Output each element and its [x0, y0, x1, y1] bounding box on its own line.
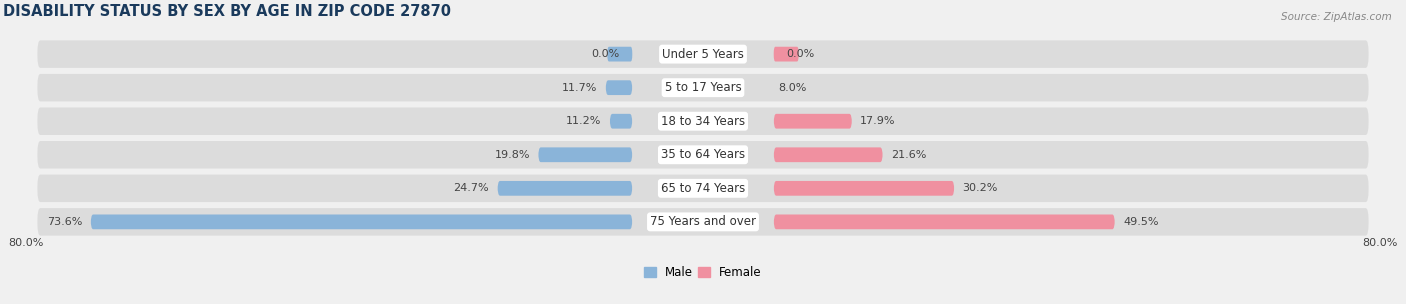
- Text: 65 to 74 Years: 65 to 74 Years: [661, 182, 745, 195]
- FancyBboxPatch shape: [773, 215, 1115, 229]
- FancyBboxPatch shape: [773, 181, 955, 196]
- FancyBboxPatch shape: [773, 114, 852, 129]
- Text: 5 to 17 Years: 5 to 17 Years: [665, 81, 741, 94]
- Text: 73.6%: 73.6%: [46, 217, 83, 227]
- Text: Source: ZipAtlas.com: Source: ZipAtlas.com: [1281, 12, 1392, 22]
- Text: 11.7%: 11.7%: [562, 83, 598, 93]
- Text: 35 to 64 Years: 35 to 64 Years: [661, 148, 745, 161]
- FancyBboxPatch shape: [91, 215, 633, 229]
- FancyBboxPatch shape: [606, 80, 633, 95]
- Text: 11.2%: 11.2%: [567, 116, 602, 126]
- FancyBboxPatch shape: [610, 114, 633, 129]
- Text: Under 5 Years: Under 5 Years: [662, 48, 744, 60]
- FancyBboxPatch shape: [538, 147, 633, 162]
- FancyBboxPatch shape: [38, 141, 1368, 168]
- FancyBboxPatch shape: [38, 74, 1368, 102]
- Text: 0.0%: 0.0%: [786, 49, 814, 59]
- Text: 19.8%: 19.8%: [495, 150, 530, 160]
- Text: 80.0%: 80.0%: [1362, 238, 1398, 248]
- Text: 49.5%: 49.5%: [1123, 217, 1159, 227]
- Text: 75 Years and over: 75 Years and over: [650, 215, 756, 228]
- Text: 17.9%: 17.9%: [860, 116, 896, 126]
- Text: 24.7%: 24.7%: [454, 183, 489, 193]
- Text: 30.2%: 30.2%: [963, 183, 998, 193]
- Text: 80.0%: 80.0%: [8, 238, 44, 248]
- FancyBboxPatch shape: [498, 181, 633, 196]
- Text: 0.0%: 0.0%: [592, 49, 620, 59]
- Text: 18 to 34 Years: 18 to 34 Years: [661, 115, 745, 128]
- Text: 8.0%: 8.0%: [778, 83, 806, 93]
- Text: 21.6%: 21.6%: [891, 150, 927, 160]
- FancyBboxPatch shape: [38, 174, 1368, 202]
- FancyBboxPatch shape: [38, 108, 1368, 135]
- FancyBboxPatch shape: [38, 208, 1368, 236]
- FancyBboxPatch shape: [773, 47, 799, 61]
- FancyBboxPatch shape: [607, 47, 633, 61]
- FancyBboxPatch shape: [773, 147, 883, 162]
- Text: DISABILITY STATUS BY SEX BY AGE IN ZIP CODE 27870: DISABILITY STATUS BY SEX BY AGE IN ZIP C…: [3, 4, 451, 19]
- Legend: Male, Female: Male, Female: [644, 266, 762, 279]
- FancyBboxPatch shape: [38, 40, 1368, 68]
